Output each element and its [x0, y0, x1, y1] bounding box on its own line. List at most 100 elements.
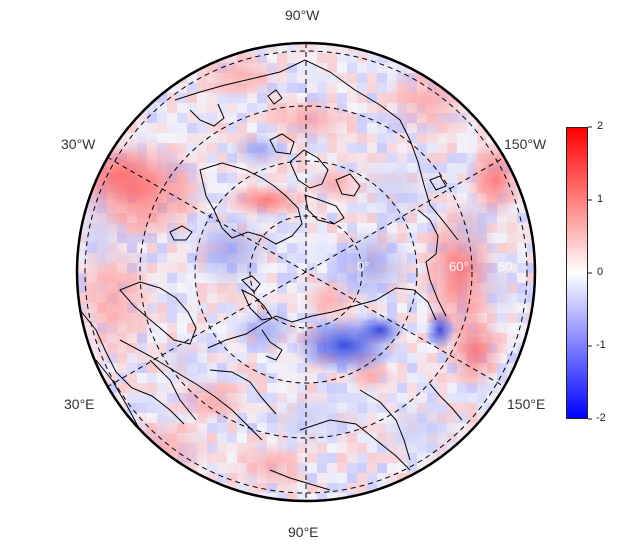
- anomaly-cell: [307, 213, 317, 223]
- anomaly-cell: [227, 473, 237, 483]
- anomaly-cell: [437, 463, 447, 473]
- anomaly-cell: [257, 93, 267, 103]
- anomaly-cell: [357, 123, 367, 133]
- anomaly-cell: [327, 83, 337, 93]
- anomaly-cell: [437, 193, 447, 203]
- anomaly-cell: [527, 253, 535, 263]
- anomaly-cell: [517, 233, 527, 243]
- anomaly-cell: [317, 493, 327, 501]
- anomaly-cell: [517, 263, 527, 273]
- anomaly-cell: [167, 283, 177, 293]
- anomaly-cell: [527, 293, 535, 303]
- anomaly-cell: [227, 433, 237, 443]
- anomaly-cell: [347, 163, 357, 173]
- anomaly-cell: [117, 383, 127, 393]
- anomaly-cell: [177, 273, 187, 283]
- anomaly-cell: [217, 143, 227, 153]
- anomaly-cell: [187, 133, 197, 143]
- anomaly-cell: [197, 323, 207, 333]
- anomaly-cell: [297, 233, 307, 243]
- anomaly-cell: [287, 213, 297, 223]
- anomaly-cell: [297, 83, 307, 93]
- anomaly-cell: [397, 473, 407, 483]
- anomaly-cell: [287, 373, 297, 383]
- anomaly-cell: [167, 263, 177, 273]
- colorbar-tick-label: 1: [597, 193, 604, 205]
- anomaly-cell: [317, 83, 327, 93]
- anomaly-cell: [327, 383, 337, 393]
- anomaly-cell: [267, 43, 277, 53]
- anomaly-cell: [257, 213, 267, 223]
- anomaly-cell: [287, 63, 297, 73]
- anomaly-cell: [527, 263, 535, 273]
- anomaly-cell: [477, 123, 487, 133]
- anomaly-cell: [177, 63, 187, 73]
- anomaly-cell: [457, 383, 467, 393]
- anomaly-cell: [227, 173, 237, 183]
- anomaly-cell: [167, 273, 177, 283]
- anomaly-cell: [357, 93, 367, 103]
- anomaly-cell: [177, 233, 187, 243]
- anomaly-cell: [157, 293, 167, 303]
- anomaly-cell: [327, 143, 337, 153]
- anomaly-cell: [307, 383, 317, 393]
- anomaly-cell: [127, 393, 137, 403]
- anomaly-cell: [357, 113, 367, 123]
- anomaly-cell: [237, 303, 247, 313]
- anomaly-cell: [367, 303, 377, 313]
- anomaly-cell: [417, 313, 427, 323]
- colorbar-tick-label: -1: [596, 339, 606, 351]
- anomaly-cell: [487, 383, 497, 393]
- anomaly-cell: [357, 213, 367, 223]
- anomaly-cell: [287, 43, 297, 53]
- anomaly-cell: [377, 143, 387, 153]
- anomaly-cell: [127, 363, 137, 373]
- anomaly-cell: [257, 123, 267, 133]
- anomaly-cell: [287, 243, 297, 253]
- anomaly-cell: [237, 353, 247, 363]
- anomaly-cell: [267, 293, 277, 303]
- anomaly-cell: [237, 293, 247, 303]
- anomaly-cell: [157, 403, 167, 413]
- anomaly-cell: [517, 253, 527, 263]
- anomaly-cell: [197, 313, 207, 323]
- anomaly-cell: [197, 333, 207, 343]
- anomaly-cell: [157, 283, 167, 293]
- anomaly-cell: [347, 443, 357, 453]
- anomaly-cell: [257, 293, 267, 303]
- anomaly-cell: [527, 333, 535, 343]
- anomaly-cell: [247, 363, 257, 373]
- anomaly-cell: [377, 63, 387, 73]
- anomaly-cell: [207, 153, 217, 163]
- anomaly-cell: [137, 353, 147, 363]
- anomaly-cell: [387, 133, 397, 143]
- anomaly-cell: [277, 83, 287, 93]
- anomaly-cell: [367, 113, 377, 123]
- anomaly-cell: [307, 83, 317, 93]
- anomaly-cell: [447, 153, 457, 163]
- anomaly-cell: [517, 323, 527, 333]
- anomaly-cell: [177, 303, 187, 313]
- anomaly-cell: [407, 233, 417, 243]
- anomaly-cell: [207, 93, 217, 103]
- anomaly-cell: [227, 43, 237, 53]
- anomaly-cell: [297, 373, 307, 383]
- anomaly-cell: [337, 63, 347, 73]
- anomaly-cell: [307, 493, 317, 501]
- longitude-label-bottom: 90°E: [288, 524, 319, 540]
- anomaly-cell: [267, 383, 277, 393]
- anomaly-cell: [477, 393, 487, 403]
- anomaly-cell: [287, 303, 297, 313]
- anomaly-cell: [207, 183, 217, 193]
- anomaly-cell: [207, 133, 217, 143]
- anomaly-cell: [307, 53, 317, 63]
- anomaly-cell: [157, 123, 167, 133]
- anomaly-cell: [347, 203, 357, 213]
- anomaly-cell: [457, 183, 467, 193]
- anomaly-cell: [387, 143, 397, 153]
- anomaly-cell: [507, 233, 517, 243]
- anomaly-cell: [167, 103, 177, 113]
- anomaly-cell: [287, 53, 297, 63]
- anomaly-cell: [197, 213, 207, 223]
- anomaly-cell: [427, 143, 437, 153]
